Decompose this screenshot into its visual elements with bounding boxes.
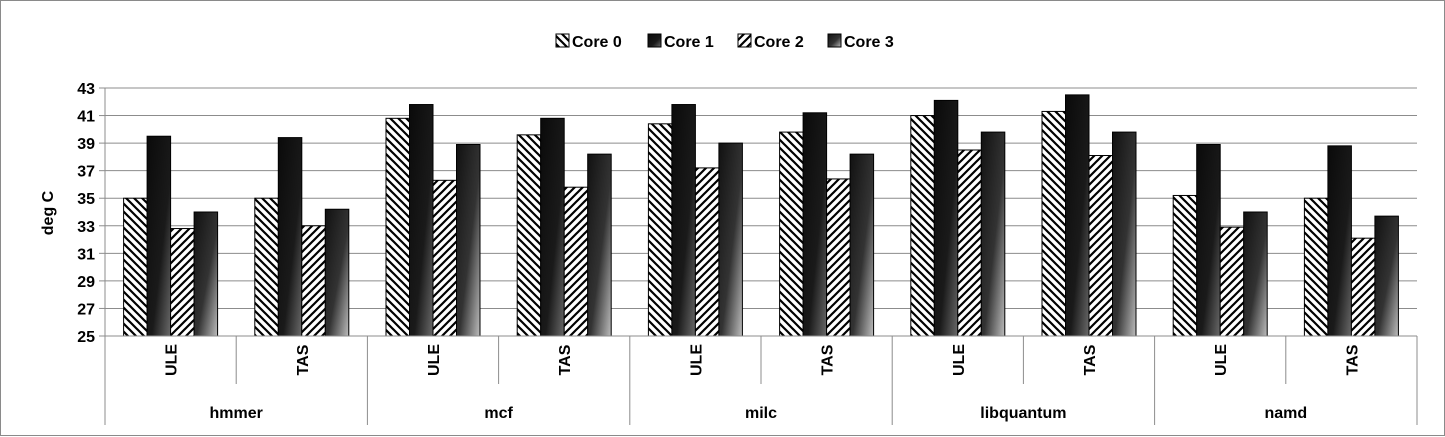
- bar-core-1: [277, 137, 303, 337]
- legend-swatch: [647, 33, 662, 48]
- bar-core-0: [1041, 110, 1066, 337]
- bar-core-3: [1374, 215, 1399, 337]
- bar-core-2: [563, 186, 589, 337]
- bar-core-0: [779, 131, 804, 337]
- legend-label: Core 1: [664, 34, 714, 51]
- bar-core-3: [718, 142, 743, 337]
- legend-item-core-0: Core 0: [555, 33, 622, 51]
- y-tick-label: 27: [77, 301, 95, 318]
- bar-core-2: [1219, 226, 1245, 337]
- bar-core-3: [1243, 211, 1268, 337]
- bar-core-0: [254, 197, 279, 337]
- x-subcategory-label: TAS: [1082, 344, 1099, 375]
- bar-core-0: [123, 197, 148, 337]
- x-group-label: libquantum: [980, 405, 1066, 422]
- x-group-label: namd: [1264, 405, 1307, 422]
- bar-core-2: [170, 228, 195, 337]
- y-tick-label: 25: [77, 329, 95, 346]
- x-subcategory-label: ULE: [951, 344, 968, 376]
- y-tick-label: 37: [77, 164, 95, 181]
- x-subcategory-label: ULE: [1213, 344, 1230, 376]
- legend-label: Core 0: [572, 34, 622, 51]
- bar-core-2: [826, 178, 851, 337]
- bar-core-3: [587, 153, 612, 337]
- x-subcategory-label: TAS: [557, 344, 574, 375]
- bar-core-3: [456, 143, 481, 337]
- bar-core-3: [980, 131, 1006, 337]
- bars: [123, 94, 1399, 337]
- bar-core-1: [1196, 143, 1221, 337]
- bar-core-1: [540, 117, 565, 337]
- axes: 25 27 29 31 33 35 37 39 41 43 ULE TAS ULE TAS ULE TAS UL…: [77, 81, 1418, 425]
- bar-core-2: [957, 149, 982, 337]
- bar-core-3: [849, 153, 875, 337]
- legend-swatch: [737, 33, 752, 48]
- legend-item-core-2: Core 2: [737, 33, 804, 51]
- bar-core-1: [802, 112, 828, 337]
- y-tick-label: 29: [77, 274, 95, 291]
- bar-core-1: [933, 99, 959, 337]
- y-tick-label: 39: [77, 136, 95, 153]
- x-group-label: hmmer: [210, 405, 263, 422]
- x-subcategory-label: TAS: [295, 344, 312, 375]
- y-tick-label: 35: [77, 191, 95, 208]
- bar-core-2: [1350, 237, 1376, 337]
- bar-core-0: [1172, 194, 1198, 337]
- legend-item-core-3: Core 3: [827, 33, 894, 51]
- bar-core-2: [1088, 155, 1113, 337]
- bar-core-2: [432, 179, 457, 337]
- bar-core-0: [516, 134, 542, 337]
- x-subcategory-label: ULE: [688, 344, 705, 376]
- bar-core-0: [910, 115, 935, 337]
- bar-core-1: [1065, 94, 1090, 337]
- x-group-label: mcf: [484, 405, 513, 422]
- bar-core-1: [146, 135, 172, 337]
- bar-core-0: [385, 117, 410, 337]
- bar-core-1: [409, 104, 434, 337]
- bar-core-3: [324, 208, 350, 337]
- x-subcategory-label: TAS: [820, 344, 837, 375]
- bar-core-1: [671, 104, 696, 337]
- bar-core-2: [694, 167, 720, 337]
- legend-swatch: [827, 33, 842, 48]
- x-subcategory-label: ULE: [426, 344, 443, 376]
- y-axis-title: deg C: [40, 190, 57, 235]
- bar-core-0: [1303, 197, 1329, 337]
- bar-core-1: [1327, 145, 1352, 337]
- y-tick-label: 43: [77, 81, 95, 98]
- legend-swatch: [555, 33, 570, 48]
- legend-label: Core 3: [844, 34, 894, 51]
- x-subcategory-label: TAS: [1344, 344, 1361, 375]
- bar-core-3: [1112, 131, 1137, 337]
- legend: Core 0 Core 1 Core 2 Core 3: [555, 33, 894, 51]
- y-tick-label: 33: [77, 219, 95, 236]
- y-tick-label: 31: [77, 246, 95, 263]
- x-group-label: milc: [745, 405, 777, 422]
- legend-item-core-1: Core 1: [647, 33, 714, 51]
- y-tick-label: 41: [77, 109, 95, 126]
- x-subcategory-label: ULE: [164, 344, 181, 376]
- bar-core-2: [301, 225, 326, 337]
- legend-label: Core 2: [754, 34, 804, 51]
- bar-core-0: [647, 123, 673, 337]
- bar-core-3: [193, 211, 219, 337]
